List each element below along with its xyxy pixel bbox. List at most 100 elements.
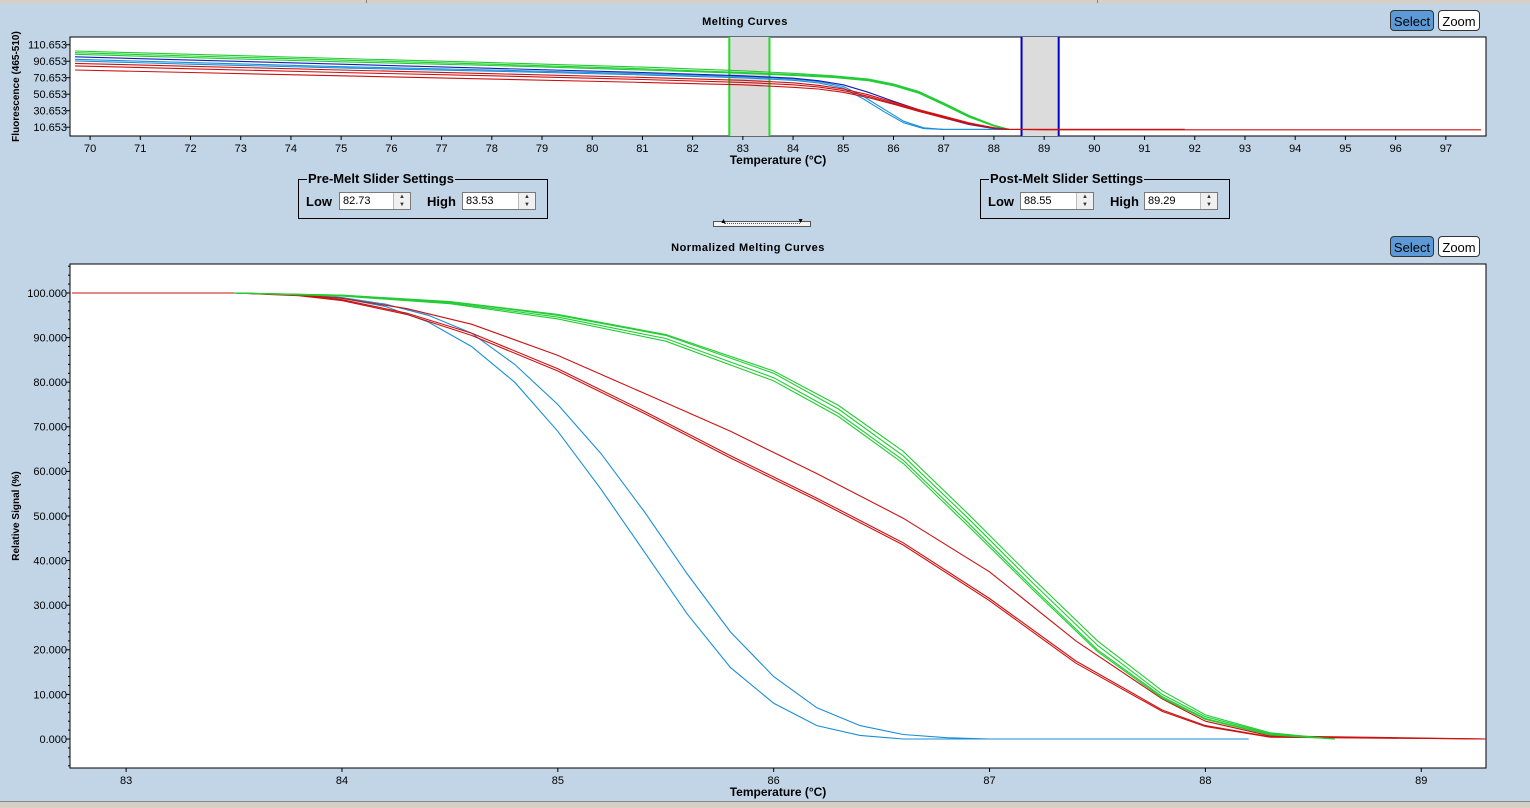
post-melt-high-arrows[interactable]: ▲ ▼ (1200, 193, 1217, 209)
series-line-red (72, 292, 1486, 740)
series-line-blue (74, 60, 1009, 130)
x-tick-label: 76 (385, 143, 397, 155)
x-axis-label: Temperature (°C) (730, 153, 827, 167)
series-line-green (74, 53, 1010, 130)
spin-down-icon[interactable]: ▼ (524, 202, 530, 208)
melting-curves-chart[interactable]: 70 71 72 73 74 75 76 77 78 79 80 81 82 83 84 85 86 87 88 89… (0, 30, 1530, 170)
x-tick-label: 71 (134, 143, 146, 155)
pre-melt-high-input[interactable] (464, 193, 518, 209)
y-tick-label: 50.653 (33, 89, 67, 101)
spin-up-icon[interactable]: ▲ (524, 194, 530, 200)
x-tick-label: 84 (787, 143, 799, 155)
y-tick-label: 100.000 (27, 288, 67, 300)
x-tick-label: 78 (486, 143, 498, 155)
x-tick-label: 90 (1088, 143, 1100, 155)
x-tick-label: 95 (1339, 143, 1351, 155)
x-tick-label: 85 (552, 775, 564, 787)
pre-melt-high-label: High (427, 194, 456, 209)
series-line-green (233, 292, 1335, 740)
splitter-up-icon[interactable]: ▲ (720, 218, 727, 225)
y-tick-label: 60.000 (33, 466, 67, 478)
pre-melt-high-arrows[interactable]: ▲ ▼ (518, 193, 535, 209)
x-tick-label: 79 (536, 143, 548, 155)
x-tick-label: 83 (120, 775, 132, 787)
y-tick-label: 30.000 (33, 600, 67, 612)
x-tick-label: 93 (1239, 143, 1251, 155)
post-melt-region (1021, 37, 1059, 136)
top-tab-strip (0, 0, 1530, 4)
x-tick-label: 84 (336, 775, 348, 787)
x-tick-label: 96 (1389, 143, 1401, 155)
top-select-button[interactable]: Select (1390, 10, 1434, 31)
x-tick-label: 72 (184, 143, 196, 155)
y-tick-label: 110.653 (28, 40, 67, 52)
post-melt-low-label: Low (988, 194, 1014, 209)
series-line-red (72, 292, 1486, 740)
active-tab-edge[interactable] (366, 0, 1098, 3)
post-melt-high-label: High (1110, 194, 1139, 209)
x-axis-label: Temperature (°C) (730, 785, 827, 799)
spin-up-icon[interactable]: ▲ (399, 194, 405, 200)
x-tick-label: 85 (837, 143, 849, 155)
y-axis-label: Relative Signal (%) (11, 471, 22, 560)
post-melt-settings: Post-Melt Slider Settings (980, 171, 1230, 219)
bottom-select-button[interactable]: Select (1390, 236, 1434, 257)
post-melt-high-input[interactable] (1146, 193, 1200, 209)
pre-melt-legend: Pre-Melt Slider Settings (307, 171, 455, 187)
post-melt-high-spinner[interactable]: ▲ ▼ (1144, 192, 1218, 210)
post-melt-legend: Post-Melt Slider Settings (989, 171, 1145, 187)
pre-melt-low-arrows[interactable]: ▲ ▼ (393, 193, 410, 209)
y-tick-label: 90.653 (33, 56, 67, 68)
x-tick-label: 87 (938, 143, 950, 155)
spin-up-icon[interactable]: ▲ (1206, 194, 1212, 200)
y-tick-label: 10.653 (33, 122, 67, 134)
x-tick-label: 89 (1415, 775, 1427, 787)
x-tick-label: 97 (1440, 143, 1452, 155)
x-tick-label: 80 (586, 143, 598, 155)
pre-melt-region (729, 37, 770, 136)
status-edge (0, 801, 1530, 808)
y-tick-label: 80.000 (33, 377, 67, 389)
x-tick-label: 86 (768, 775, 780, 787)
x-tick-label: 83 (737, 143, 749, 155)
bottom-zoom-button[interactable]: Zoom (1438, 236, 1480, 257)
y-tick-label: 10.000 (33, 689, 67, 701)
series-line-green (74, 52, 1010, 130)
panel-splitter-handle[interactable]: ▲ ▼ (713, 218, 811, 227)
x-tick-label: 73 (235, 143, 247, 155)
melting-curves-title: Melting Curves (702, 16, 788, 28)
x-tick-label: 75 (335, 143, 347, 155)
pre-melt-low-input[interactable] (341, 193, 395, 209)
x-tick-label: 70 (84, 143, 96, 155)
y-tick-label: 70.653 (33, 73, 67, 85)
pre-melt-high-spinner[interactable]: ▲ ▼ (462, 192, 536, 210)
spin-down-icon[interactable]: ▼ (1206, 202, 1212, 208)
y-tick-label: 50.000 (33, 511, 67, 523)
series-line-green (74, 50, 1010, 130)
post-melt-low-arrows[interactable]: ▲ ▼ (1076, 193, 1093, 209)
spin-down-icon[interactable]: ▼ (1082, 202, 1088, 208)
series-line-red (74, 69, 1481, 131)
normalized-melting-curves-chart[interactable]: 83 84 85 86 87 88 89 0.000 10.000 20.000 30.000 40.… (0, 255, 1530, 800)
series-line-green (233, 292, 1335, 740)
x-tick-label: 92 (1189, 143, 1201, 155)
x-tick-label: 77 (435, 143, 447, 155)
post-melt-low-input[interactable] (1022, 193, 1076, 209)
splitter-down-icon[interactable]: ▼ (797, 218, 804, 225)
y-axis-label: Fluorescence (465-510) (11, 31, 22, 142)
pre-melt-low-spinner[interactable]: ▲ ▼ (339, 192, 411, 210)
x-tick-label: 74 (285, 143, 297, 155)
x-tick-label: 82 (687, 143, 699, 155)
series-line-red (72, 292, 1486, 740)
x-tick-label: 81 (636, 143, 648, 155)
y-tick-label: 30.653 (33, 106, 67, 118)
top-zoom-button[interactable]: Zoom (1438, 10, 1480, 31)
x-tick-label: 94 (1289, 143, 1301, 155)
y-tick-label: 70.000 (33, 422, 67, 434)
pre-melt-settings: Pre-Melt Slider Settings (298, 171, 548, 219)
spin-up-icon[interactable]: ▲ (1082, 194, 1088, 200)
post-melt-low-spinner[interactable]: ▲ ▼ (1020, 192, 1094, 210)
x-tick-label: 88 (988, 143, 1000, 155)
spin-down-icon[interactable]: ▼ (399, 202, 405, 208)
normalized-curves-title: Normalized Melting Curves (671, 242, 825, 254)
